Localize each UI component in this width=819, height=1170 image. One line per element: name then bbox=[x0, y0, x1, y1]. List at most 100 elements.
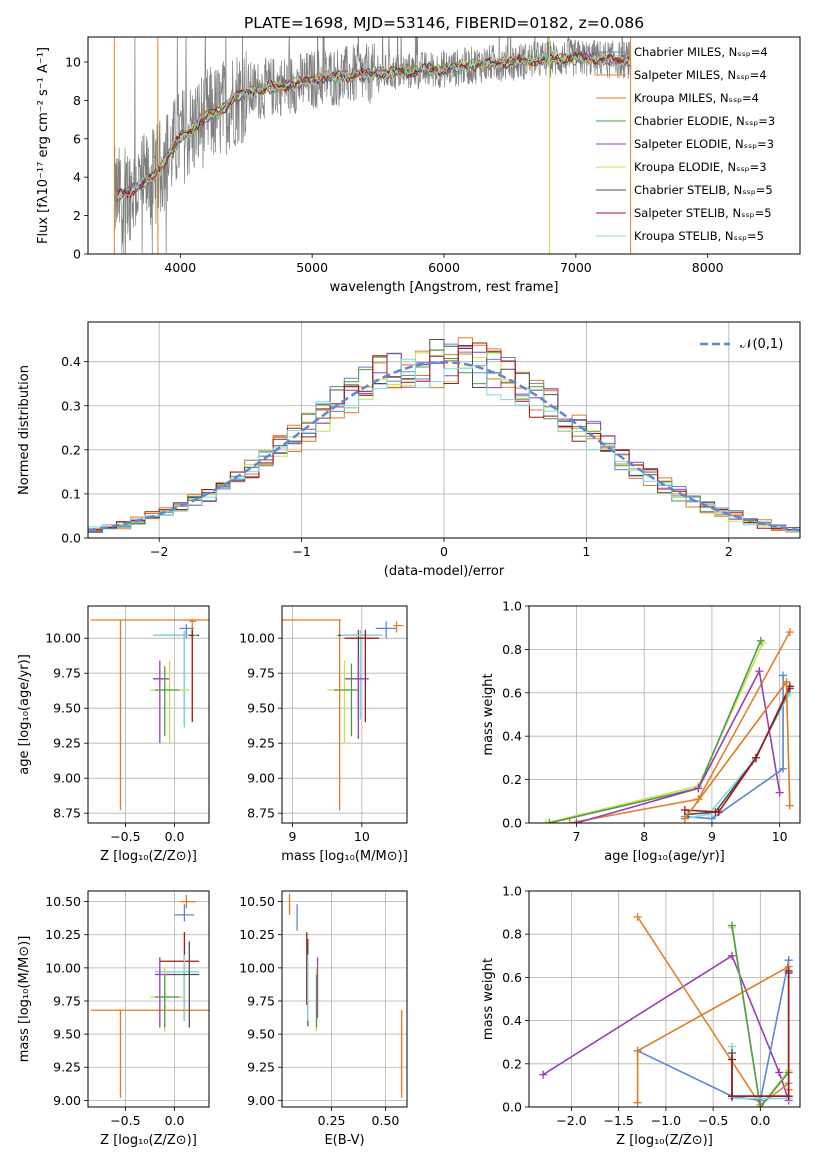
plot-area bbox=[529, 606, 800, 823]
x-tick-label: 0.0 bbox=[750, 1113, 770, 1128]
weight-line-chabrier_miles bbox=[684, 675, 784, 820]
y-tick-label: 9.50 bbox=[53, 1027, 81, 1042]
legend-label: Kroupa ELODIE, Nₛₛₚ=3 bbox=[634, 160, 767, 174]
y-tick-label: 9.75 bbox=[247, 666, 275, 681]
y-tick-label: 9.25 bbox=[247, 736, 275, 751]
y-tick-label: 0.0 bbox=[502, 1100, 522, 1115]
y-tick-label: 0.6 bbox=[502, 685, 522, 700]
weight-line-chabrier_stelib bbox=[688, 688, 791, 816]
x-tick-label: 0.25 bbox=[318, 1113, 346, 1128]
weight-marker-salpeter_miles bbox=[785, 628, 794, 637]
legend-label: Salpeter STELIB, Nₛₛₚ=5 bbox=[634, 206, 772, 220]
x-axis-label: Z [log₁₀(Z/Z⊙)] bbox=[100, 1133, 197, 1148]
weight-marker-chabrier_elodie bbox=[728, 921, 737, 930]
weight-marker-chabrier_elodie bbox=[756, 1103, 765, 1107]
x-tick-label: 0 bbox=[440, 544, 448, 559]
legend-label: Chabrier STELIB, Nₛₛₚ=5 bbox=[634, 183, 773, 197]
y-tick-label: 0.4 bbox=[502, 1013, 522, 1028]
y-axis-label: Normed distribution bbox=[17, 365, 32, 495]
y-axis-label: mass [log₁₀(M/M⊙)] bbox=[17, 936, 32, 1063]
y-tick-label: 9.75 bbox=[247, 993, 275, 1008]
x-tick-label: −0.5 bbox=[110, 1113, 140, 1128]
plot-area bbox=[88, 322, 800, 538]
weight-marker-salpeter_elodie bbox=[755, 667, 764, 676]
y-tick-label: 2 bbox=[73, 208, 81, 223]
weight-marker-chabrier_miles bbox=[707, 814, 716, 823]
weight-marker-salpeter_miles bbox=[633, 912, 642, 921]
y-tick-label: 10.00 bbox=[45, 631, 81, 646]
weight-marker-salpeter_elodie bbox=[572, 819, 581, 823]
legend-label: Chabrier MILES, Nₛₛₚ=4 bbox=[634, 45, 768, 59]
legend-label: Salpeter ELODIE, Nₛₛₚ=3 bbox=[634, 137, 774, 151]
normal-curve bbox=[88, 360, 800, 532]
weight-marker-salpeter_stelib bbox=[751, 753, 760, 762]
legend: Chabrier MILES, Nₛₛₚ=4 Salpeter MILES, Nₛ… bbox=[596, 45, 775, 243]
x-tick-label: −0.5 bbox=[110, 829, 140, 844]
x-tick-label: −2.0 bbox=[556, 1113, 586, 1128]
plot-frame bbox=[528, 890, 801, 1108]
plot-area bbox=[88, 891, 209, 1107]
y-tick-label: 0.4 bbox=[502, 729, 522, 744]
weight-line-chabrier_elodie bbox=[549, 640, 762, 823]
weight-marker-kroupa_miles bbox=[633, 1046, 642, 1055]
y-tick-label: 10.25 bbox=[239, 927, 275, 942]
x-tick-label: 7 bbox=[572, 829, 580, 844]
y-tick-label: 9.25 bbox=[247, 1060, 275, 1075]
y-tick-label: 1.0 bbox=[502, 599, 522, 614]
y-tick-label: 9.25 bbox=[53, 1060, 81, 1075]
x-tick-label: 0.50 bbox=[372, 1113, 400, 1128]
weight-marker-salpeter_elodie bbox=[539, 1070, 548, 1079]
legend-label: Kroupa STELIB, Nₛₛₚ=5 bbox=[634, 229, 764, 243]
model-spectrum-kroupa_stelib bbox=[118, 50, 632, 199]
y-axis-label: mass weight bbox=[481, 958, 496, 1040]
x-tick-label: 6000 bbox=[428, 260, 460, 275]
y-tick-label: 9.00 bbox=[247, 771, 275, 786]
chart-title: PLATE=1698, MJD=53146, FIBERID=0182, z=0… bbox=[244, 14, 644, 32]
y-tick-label: 0.1 bbox=[61, 486, 81, 501]
weight-marker-kroupa_miles bbox=[680, 814, 689, 823]
plot-area bbox=[529, 891, 800, 1107]
legend-label: Salpeter MILES, Nₛₛₚ=4 bbox=[634, 68, 767, 82]
panel-age_vs_mass: 9 10 8.75 9.00 9.25 9.50 9.75 10.00 mass [log₁₀(… bbox=[239, 605, 408, 864]
weight-marker-chabrier_miles bbox=[779, 671, 788, 680]
y-axis-label: mass weight bbox=[481, 673, 496, 755]
y-tick-label: 9.75 bbox=[53, 666, 81, 681]
x-tick-label: 7000 bbox=[560, 260, 592, 275]
y-tick-label: 10.50 bbox=[239, 894, 275, 909]
y-tick-label: 9.75 bbox=[53, 993, 81, 1008]
y-tick-label: 0.6 bbox=[502, 970, 522, 985]
y-tick-label: 0.2 bbox=[502, 1056, 522, 1071]
weight-line-kroupa_miles bbox=[684, 679, 791, 820]
plot-frame bbox=[87, 605, 210, 824]
panel-mass_vs_Z: −0.5 0.0 9.00 9.25 9.50 9.75 10.00 10.25 10.50 Z … bbox=[17, 890, 210, 1148]
plot-frame bbox=[87, 321, 801, 539]
weight-marker-chabrier_elodie bbox=[756, 636, 765, 645]
x-tick-label: −1 bbox=[292, 544, 310, 559]
weight-marker-chabrier_elodie bbox=[545, 819, 554, 823]
weight-line-salpeter_stelib bbox=[731, 970, 790, 1097]
weight-marker-salpeter_elodie bbox=[728, 951, 737, 960]
panel-weight_vs_Z: −2.0 −1.5 −1.0 −0.5 0.0 0.0 0.2 0.4 0.6 0.8 1.0 Z [… bbox=[481, 884, 801, 1148]
y-tick-label: 9.50 bbox=[247, 701, 275, 716]
panel-age_vs_Z: −0.5 0.0 8.75 9.00 9.25 9.50 9.75 10.00 Z [log₁₀… bbox=[17, 605, 210, 864]
x-tick-label: 0.0 bbox=[165, 1113, 185, 1128]
weight-marker-salpeter_elodie bbox=[694, 784, 703, 793]
x-tick-label: 9 bbox=[708, 829, 716, 844]
weight-line-salpeter_stelib bbox=[684, 685, 791, 813]
weight-marker-salpeter_stelib bbox=[714, 808, 723, 817]
y-tick-label: 10.00 bbox=[239, 631, 275, 646]
x-axis-label: wavelength [Angstrom, rest frame] bbox=[330, 280, 559, 295]
x-tick-label: 8000 bbox=[692, 260, 724, 275]
weight-marker-kroupa_miles bbox=[785, 801, 794, 810]
histogram-kroupa_stelib bbox=[88, 358, 800, 535]
legend-label: Kroupa MILES, Nₛₛₚ=4 bbox=[634, 91, 759, 105]
weight-line-chabrier_elodie bbox=[731, 925, 790, 1107]
y-tick-label: 10.00 bbox=[45, 960, 81, 975]
y-tick-label: 8.75 bbox=[247, 806, 275, 821]
histogram-chabrier_elodie bbox=[88, 349, 800, 534]
x-axis-label: (data-model)/error bbox=[384, 564, 505, 579]
plot-area bbox=[88, 606, 209, 823]
weight-marker-kroupa_miles bbox=[633, 1098, 642, 1107]
y-tick-label: 10 bbox=[65, 54, 81, 69]
